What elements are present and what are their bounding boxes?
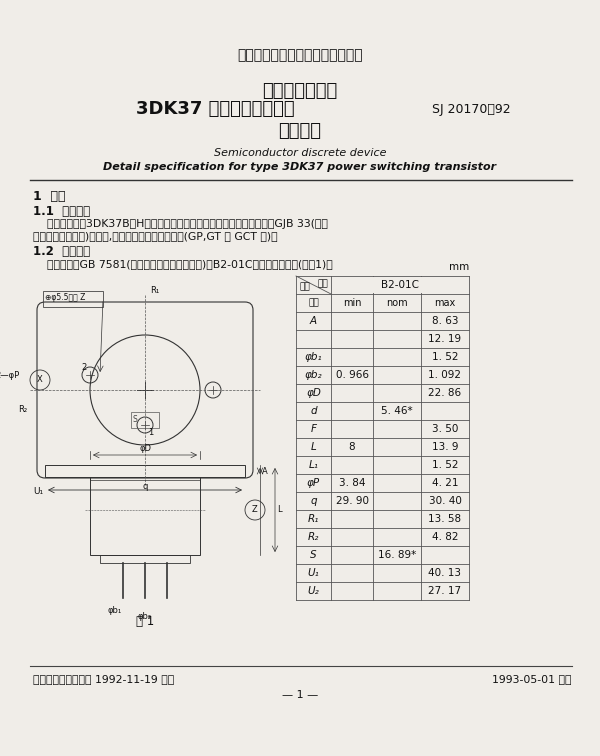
Text: 外形尺寸按GB 7581(半导体分立器件外形尺寸)的B2-01C型及如下的规定(见图1)。: 外形尺寸按GB 7581(半导体分立器件外形尺寸)的B2-01C型及如下的规定(…	[33, 259, 333, 269]
Text: 符号: 符号	[299, 282, 310, 291]
Text: 图 1: 图 1	[136, 615, 154, 628]
Text: 1: 1	[148, 428, 153, 437]
Text: φP: φP	[307, 478, 320, 488]
Text: 中国电子工业总公司 1992-11-19 发布: 中国电子工业总公司 1992-11-19 发布	[33, 674, 174, 684]
Text: A: A	[262, 466, 268, 476]
Text: max: max	[434, 298, 455, 308]
Text: 3. 84: 3. 84	[339, 478, 365, 488]
Text: q: q	[142, 482, 148, 491]
Text: q: q	[310, 496, 317, 506]
Text: 1993-05-01 实施: 1993-05-01 实施	[493, 674, 572, 684]
Text: R₂: R₂	[308, 532, 319, 542]
Text: 尺寸: 尺寸	[308, 299, 319, 308]
Text: φb₂: φb₂	[138, 612, 152, 621]
Text: 1.2  外形尺寸: 1.2 外形尺寸	[33, 245, 90, 258]
Bar	[45, 465, 245, 477]
Text: — 1 —: — 1 —	[282, 690, 318, 700]
Text: 12. 19: 12. 19	[428, 334, 461, 344]
Bar	[100, 555, 190, 563]
Text: 1  范围: 1 范围	[33, 190, 65, 203]
Bar	[332, 277, 468, 293]
Text: 2—φP: 2—φP	[0, 370, 20, 380]
Text: 27. 17: 27. 17	[428, 586, 461, 596]
Text: min: min	[343, 298, 361, 308]
Bar	[43, 291, 103, 307]
Bar	[90, 477, 200, 555]
Text: U₁: U₁	[33, 488, 43, 497]
Text: L₁: L₁	[308, 460, 319, 470]
Text: 半导体分立器件: 半导体分立器件	[262, 82, 338, 100]
Text: L: L	[277, 506, 281, 515]
Text: 2: 2	[82, 363, 87, 372]
Text: 8. 63: 8. 63	[432, 316, 458, 326]
Text: 1. 52: 1. 52	[432, 460, 458, 470]
Text: 0. 966: 0. 966	[335, 370, 368, 380]
Text: φD: φD	[306, 388, 321, 398]
Text: S: S	[310, 550, 317, 560]
Text: φb₁: φb₁	[305, 352, 322, 362]
Text: Z: Z	[252, 506, 258, 515]
Text: U₁: U₁	[308, 568, 319, 578]
Text: 8: 8	[349, 442, 355, 452]
Text: 30. 40: 30. 40	[428, 496, 461, 506]
Text: U₂: U₂	[308, 586, 319, 596]
Text: F: F	[311, 424, 317, 434]
Bar	[131, 412, 159, 428]
Text: 16. 89*: 16. 89*	[378, 550, 416, 560]
Text: 4. 82: 4. 82	[432, 532, 458, 542]
Text: 22. 86: 22. 86	[428, 388, 461, 398]
Text: 详细规范: 详细规范	[278, 122, 322, 140]
Text: ⊕φ5.5ⓂⓍ Z: ⊕φ5.5ⓂⓍ Z	[45, 293, 85, 302]
Text: 13. 58: 13. 58	[428, 514, 461, 524]
Text: 29. 90: 29. 90	[335, 496, 368, 506]
Text: A: A	[310, 316, 317, 326]
Text: R₁: R₁	[308, 514, 319, 524]
Text: 1. 52: 1. 52	[432, 352, 458, 362]
Text: 中华人民共和国电子行业军用标准: 中华人民共和国电子行业军用标准	[237, 48, 363, 62]
Text: R₁: R₁	[150, 286, 159, 295]
Text: φb₂: φb₂	[305, 370, 322, 380]
Text: 1. 092: 1. 092	[428, 370, 461, 380]
Text: 40. 13: 40. 13	[428, 568, 461, 578]
Text: 本规范规定了3DK37B～H型功率开关晶体管的详细要求。每种器件均按GJB 33(半导: 本规范规定了3DK37B～H型功率开关晶体管的详细要求。每种器件均按GJB 33…	[33, 219, 328, 229]
Text: 5. 46*: 5. 46*	[381, 406, 413, 416]
Text: SJ 20170－92: SJ 20170－92	[432, 103, 511, 116]
Text: L: L	[311, 442, 316, 452]
Text: X: X	[37, 376, 43, 385]
Text: 3. 50: 3. 50	[432, 424, 458, 434]
Text: S: S	[133, 416, 137, 425]
Text: 体分立器件总规范)的规定,提供产品保证的三个等级(GP,GT 和 GCT 级)。: 体分立器件总规范)的规定,提供产品保证的三个等级(GP,GT 和 GCT 级)。	[33, 231, 278, 241]
Text: nom: nom	[386, 298, 408, 308]
Text: 代号: 代号	[317, 279, 328, 288]
Text: Semiconductor discrete device: Semiconductor discrete device	[214, 148, 386, 158]
Text: Detail specification for type 3DK37 power switching transistor: Detail specification for type 3DK37 powe…	[103, 162, 497, 172]
Text: φD: φD	[139, 444, 151, 453]
Text: 1.1  主题内容: 1.1 主题内容	[33, 205, 90, 218]
Text: mm: mm	[449, 262, 469, 272]
Text: 3DK37 型功率开关晶体管: 3DK37 型功率开关晶体管	[136, 100, 295, 118]
Text: 4. 21: 4. 21	[432, 478, 458, 488]
Text: d: d	[310, 406, 317, 416]
Text: B2-01C: B2-01C	[381, 280, 419, 290]
Text: 13. 9: 13. 9	[432, 442, 458, 452]
Text: R₂: R₂	[18, 405, 27, 414]
Text: φb₁: φb₁	[108, 606, 122, 615]
